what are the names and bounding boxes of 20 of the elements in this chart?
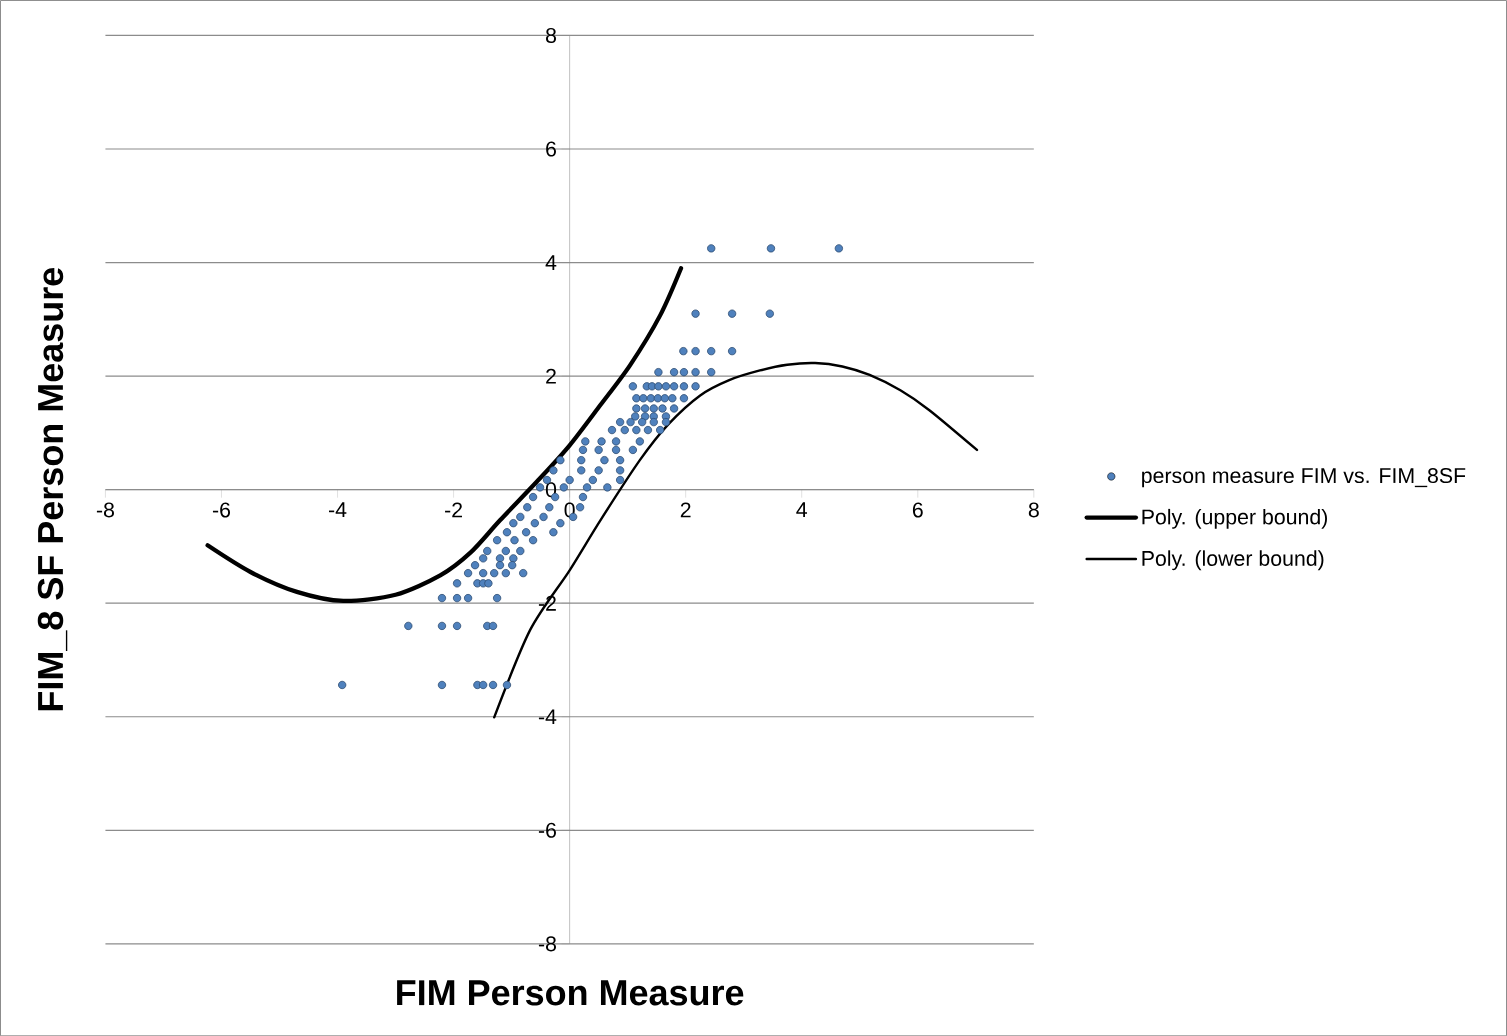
x-tick-label: 2 (680, 502, 691, 518)
y-tick-label: -8 (538, 936, 556, 952)
y-tick-label: 6 (546, 141, 556, 157)
legend-label: Poly. (lower bound) (1142, 550, 1324, 571)
y-tick-label: 4 (545, 255, 557, 270)
x-tick-label: -8 (96, 502, 114, 518)
y-tick-label: 8 (546, 27, 557, 43)
y-tick-label: 2 (546, 368, 556, 384)
x-tick-label: 4 (796, 502, 808, 517)
x-tick-label: -6 (212, 502, 231, 518)
y-tick-label: -4 (538, 709, 557, 724)
x-tick-label: -2 (445, 502, 462, 518)
legend-label: Poly. (upper bound) (1142, 508, 1328, 529)
x-tick-label: 6 (912, 502, 923, 518)
y-axis-title: FIM_8 SF Person Measure (37, 267, 68, 711)
x-axis-title: FIM Person Measure (397, 980, 744, 1006)
legend-label: person measure FIM vs. FIM_8SF (1142, 467, 1466, 488)
y-tick-label: -6 (538, 822, 556, 838)
x-tick-label: -4 (329, 502, 347, 517)
x-tick-label: 8 (1028, 502, 1039, 518)
